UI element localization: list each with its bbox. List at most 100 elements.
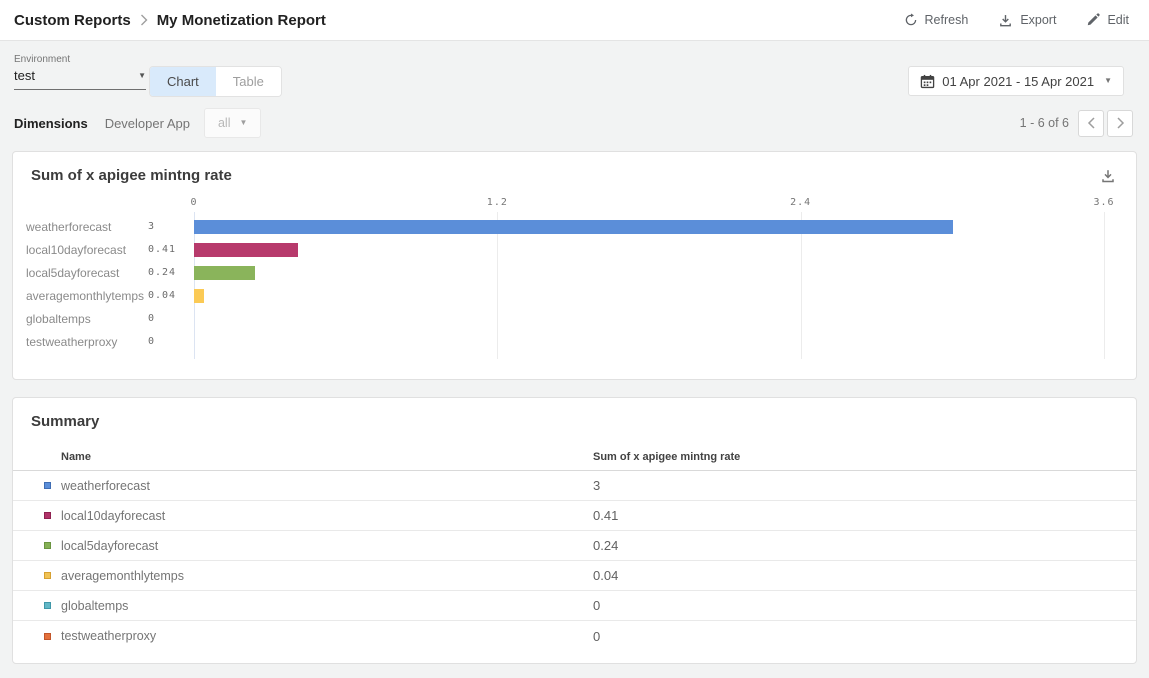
chart-title: Sum of x apigee mintng rate (31, 167, 232, 184)
value-label: 0 (148, 336, 156, 347)
environment-select[interactable]: Environment test ▼ (14, 54, 146, 90)
dimension-filter-dropdown[interactable]: all ▼ (203, 108, 262, 138)
dimensions-row: Dimensions Developer App all ▼ 1 - 6 of … (0, 97, 1149, 151)
page-title: My Monetization Report (156, 11, 326, 29)
download-icon (998, 13, 1013, 28)
series-color-swatch (43, 542, 51, 549)
tab-chart[interactable]: Chart (150, 67, 216, 96)
summary-panel: Summary Name Sum of x apigee mintng rate… (12, 397, 1137, 664)
value-label: 0.24 (148, 267, 177, 278)
environment-label: Environment (14, 54, 71, 65)
view-tabs: Chart Table (149, 66, 282, 97)
category-label: local5dayforecast (26, 265, 120, 280)
bar[interactable] (194, 265, 255, 280)
gridline (800, 212, 802, 359)
edit-button[interactable]: Edit (1086, 13, 1129, 28)
chevron-left-icon (1087, 117, 1095, 129)
chart-row: local10dayforecast 0.41 (13, 238, 1136, 261)
x-axis-tick: 3.6 (1093, 197, 1115, 208)
top-header: Custom Reports My Monetization Report Re… (0, 0, 1149, 41)
category-label: testweatherproxy (26, 334, 118, 349)
x-axis-tick: 2.4 (790, 197, 812, 208)
gridline (194, 212, 195, 359)
chevron-down-icon: ▼ (138, 70, 146, 80)
value-label: 0.04 (148, 290, 177, 301)
calendar-icon (920, 74, 935, 89)
series-color-swatch (43, 632, 51, 640)
value-label: 3 (148, 221, 156, 232)
dimension-name: Developer App (104, 115, 190, 131)
toolbar: Environment test ▼ Chart Table 01 Apr 202… (0, 41, 1149, 97)
chart-row: testweatherproxy 0 (13, 330, 1136, 353)
refresh-button[interactable]: Refresh (904, 13, 968, 28)
header-actions: Refresh Export Edit (904, 13, 1129, 28)
pencil-icon (1086, 13, 1101, 27)
chevron-down-icon: ▼ (1104, 76, 1112, 85)
chart-download-button[interactable] (1100, 168, 1116, 184)
pagination-range: 1 - 6 of 6 (1019, 116, 1069, 130)
row-name: weatherforecast (61, 478, 150, 493)
next-page-button[interactable] (1107, 109, 1133, 137)
table-row[interactable]: averagemonthlytemps 0.04 (13, 561, 1136, 591)
series-color-swatch (43, 572, 51, 579)
category-label: globaltemps (26, 311, 91, 326)
series-color-swatch (43, 512, 51, 519)
bar-area (194, 219, 1105, 234)
chart-panel: Sum of x apigee mintng rate 0 1.2 2.4 3.6 w… (12, 151, 1137, 380)
bar[interactable] (194, 219, 954, 234)
table-row[interactable]: globaltemps 0 (13, 591, 1136, 621)
table-row[interactable]: weatherforecast 3 (13, 471, 1136, 501)
dimensions-label: Dimensions (14, 115, 88, 131)
prev-page-button[interactable] (1078, 109, 1104, 137)
value-label: 0.41 (148, 244, 177, 255)
table-row[interactable]: testweatherproxy 0 (13, 621, 1136, 651)
bar-area (194, 242, 1105, 257)
gridline (1104, 212, 1105, 359)
export-button[interactable]: Export (998, 13, 1056, 28)
series-color-swatch (43, 602, 51, 609)
category-label: averagemonthlytemps (26, 288, 145, 303)
summary-table-body: weatherforecast 3 local10dayforecast 0.41 lo… (13, 471, 1136, 651)
column-header-value: Sum of x apigee mintng rate (593, 451, 741, 463)
series-color-swatch (43, 482, 51, 489)
row-value: 0 (593, 628, 601, 644)
plot-gridlines (194, 212, 1105, 359)
category-label: local10dayforecast (26, 242, 127, 257)
environment-value: test (14, 68, 35, 83)
chart-row: globaltemps 0 (13, 307, 1136, 330)
chevron-right-icon (1116, 117, 1124, 129)
gridline (497, 212, 499, 359)
bar[interactable] (194, 288, 205, 303)
row-name: globaltemps (61, 598, 129, 613)
chart-row: local5dayforecast 0.24 (13, 261, 1136, 284)
bar-area (194, 265, 1105, 280)
row-name: local10dayforecast (61, 508, 166, 523)
bar-area (194, 335, 1105, 349)
row-value: 0.41 (593, 508, 619, 523)
tab-table[interactable]: Table (215, 67, 281, 96)
row-value: 0.24 (593, 538, 619, 553)
bar-chart: 0 1.2 2.4 3.6 weatherforecast 3 local10dayfor… (13, 197, 1136, 359)
x-axis-tick: 0 (190, 197, 198, 208)
row-name: local5dayforecast (61, 538, 159, 553)
table-row[interactable]: local5dayforecast 0.24 (13, 531, 1136, 561)
summary-title: Summary (31, 413, 100, 430)
table-row[interactable]: local10dayforecast 0.41 (13, 501, 1136, 531)
bar[interactable] (194, 242, 298, 257)
chart-row: averagemonthlytemps 0.04 (13, 284, 1136, 307)
date-range-picker[interactable]: 01 Apr 2021 - 15 Apr 2021 ▼ (908, 66, 1124, 96)
breadcrumb-custom-reports[interactable]: Custom Reports (14, 11, 131, 29)
row-value: 0 (593, 598, 601, 613)
x-axis-tick: 1.2 (486, 197, 508, 208)
column-header-name: Name (61, 451, 91, 463)
chevron-right-icon (140, 14, 148, 26)
row-name: testweatherproxy (61, 629, 157, 643)
category-label: weatherforecast (26, 219, 112, 234)
refresh-icon (904, 13, 918, 27)
date-range-value: 01 Apr 2021 - 15 Apr 2021 (942, 73, 1095, 89)
row-value: 0.04 (593, 568, 619, 583)
row-name: averagemonthlytemps (61, 568, 184, 583)
bar-area (194, 288, 1105, 303)
chart-row: weatherforecast 3 (13, 215, 1136, 238)
summary-table-header: Name Sum of x apigee mintng rate (13, 444, 1136, 471)
